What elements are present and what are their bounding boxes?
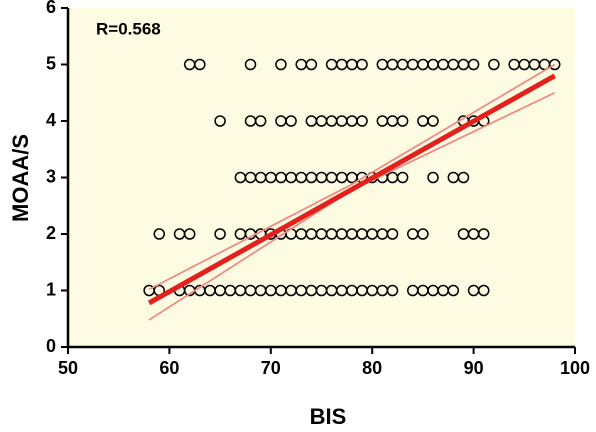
point [356,58,368,71]
point [254,115,267,127]
x-tick-label: 80 [362,358,382,378]
y-tick-label: 6 [46,0,56,17]
y-tick-label: 3 [46,166,56,186]
point [183,228,196,240]
y-axis-label: MOAA/S [8,134,33,222]
x-tick-label: 60 [159,358,179,378]
y-tick-label: 1 [46,279,56,299]
point [386,228,399,240]
x-tick-label: 100 [560,358,590,378]
point [285,115,297,127]
point [153,228,166,240]
point [548,58,561,71]
annotation: R=0.568 [96,19,161,38]
x-tick-label: 50 [58,358,78,378]
point [214,115,226,127]
y-tick-label: 4 [46,110,56,130]
point [396,115,409,127]
point [477,284,490,297]
point [356,115,368,127]
point [386,284,399,297]
x-tick-label: 70 [261,358,281,378]
fit-line [147,73,556,306]
point [427,171,439,184]
plot-background [68,8,575,347]
point [417,228,429,240]
point [457,171,470,184]
x-axis-label: BIS [310,404,347,429]
point [447,284,460,297]
point [244,58,257,71]
y-tick-label: 2 [46,223,56,243]
x-tick-label: 90 [464,358,484,378]
point [488,58,500,71]
point [396,171,409,184]
y-tick-label: 5 [46,53,56,73]
point [305,58,318,71]
point [214,228,226,240]
point [467,58,480,71]
y-tick-label: 0 [46,336,56,356]
ci-upper [148,63,556,291]
point [427,115,439,127]
point [477,228,490,240]
point [275,58,287,71]
point [194,58,206,71]
